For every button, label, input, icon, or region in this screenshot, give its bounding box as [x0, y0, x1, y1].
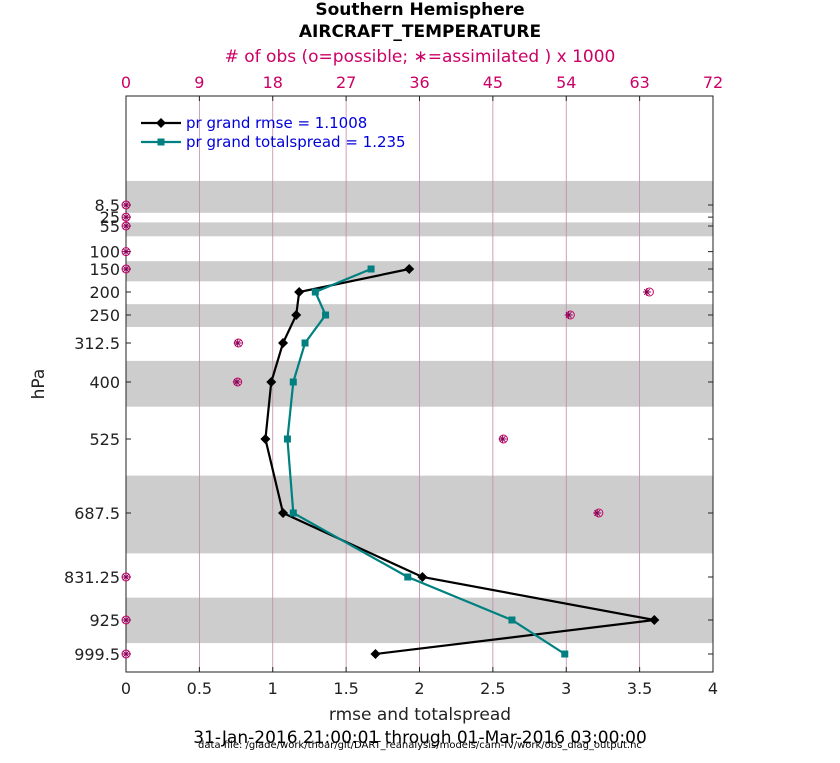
top-axis-ticks: 0 9 18 27 36 45 54 63 72 [121, 73, 723, 101]
x-tick-label: 2 [414, 679, 424, 698]
data-file-note: data file: /glade/work/thoar/git/DART_re… [198, 740, 642, 751]
series-point [404, 573, 412, 581]
y-tick-label: 150 [89, 260, 120, 279]
y-tick-label: 8.5 [95, 196, 120, 215]
y-tick-label: 999.5 [74, 645, 120, 664]
series-point [404, 264, 415, 274]
x-tick-label: 1 [268, 679, 278, 698]
vertical-gridlines [198, 96, 641, 672]
observation-count-markers [121, 200, 654, 659]
obs-assimilated-marker [122, 650, 130, 658]
series-point [649, 615, 660, 625]
y-tick-label: 925 [89, 611, 120, 630]
y-tick-label: 312.5 [74, 334, 120, 353]
y-tick-label: 831.25 [64, 568, 120, 587]
top-tick-label: 9 [194, 73, 204, 92]
series-point [289, 378, 297, 386]
obs-assimilated-marker [122, 201, 130, 209]
series-point [311, 288, 319, 296]
series-point [266, 377, 277, 387]
legend-marker [156, 118, 166, 128]
series-line [286, 267, 566, 655]
y-tick-label: 400 [89, 373, 120, 392]
series-lines [260, 264, 660, 659]
x-tick-label: 3 [561, 679, 571, 698]
y-tick-label: 100 [89, 243, 120, 262]
y-tick-label: 525 [89, 430, 120, 449]
series-point [370, 649, 381, 659]
series-point [561, 650, 569, 658]
top-tick-label: 72 [703, 73, 723, 92]
obs-assimilated-marker [122, 247, 130, 256]
legend-marker [157, 138, 165, 146]
obs-assimilated-marker [642, 288, 651, 296]
obs-assimilated-marker [122, 265, 130, 273]
x-tick-label: 2.5 [480, 679, 505, 698]
x-tick-label: 0 [121, 679, 131, 698]
obs-assimilated-marker [122, 222, 130, 230]
x-tick-label: 4 [708, 679, 718, 698]
series-point [260, 434, 271, 444]
series-line [264, 267, 655, 656]
series-point [508, 616, 516, 624]
y-tick-label: 250 [89, 306, 120, 325]
y-axis-label: hPa [29, 369, 49, 400]
obs-assimilated-marker [122, 213, 130, 222]
obs-assimilated-marker [122, 573, 130, 581]
obs-assimilated-marker [564, 311, 573, 319]
series-point [294, 287, 305, 297]
top-tick-label: 63 [629, 73, 649, 92]
series-point [283, 435, 291, 443]
top-tick-label: 45 [483, 73, 503, 92]
series-point [278, 508, 289, 518]
top-axis-label: # of obs (o=possible; ∗=assimilated ) x … [225, 47, 616, 67]
obs-assimilated-marker [232, 378, 241, 386]
series-point [322, 311, 330, 319]
series-point [301, 339, 309, 347]
obs-assimilated-marker [233, 339, 242, 347]
y-tick-label: 687.5 [74, 504, 120, 523]
x-tick-label: 0.5 [187, 679, 212, 698]
obs-assimilated-marker [498, 435, 507, 443]
x-tick-label: 1.5 [333, 679, 358, 698]
chart-subtitle: AIRCRAFT_TEMPERATURE [299, 22, 541, 42]
series-point [417, 572, 428, 582]
top-tick-label: 54 [556, 73, 576, 92]
top-tick-label: 0 [121, 73, 131, 92]
top-tick-label: 18 [263, 73, 283, 92]
x-axis-label: rmse and totalspread [329, 705, 511, 725]
legend-label: pr grand rmse = 1.1008 [186, 114, 367, 132]
y-tick-label: 25 [100, 208, 120, 227]
series-point [367, 265, 375, 273]
series-point [291, 310, 302, 320]
top-tick-label: 27 [336, 73, 356, 92]
obs-assimilated-marker [593, 509, 602, 517]
series-point [278, 338, 289, 348]
y-tick-label: 200 [89, 283, 120, 302]
series-point [289, 509, 297, 517]
top-tick-label: 36 [409, 73, 429, 92]
x-axis-ticks: 0 0.5 1 1.5 2 2.5 3 3.5 4 [121, 667, 718, 698]
legend-label: pr grand totalspread = 1.235 [186, 133, 406, 151]
obs-assimilated-marker [122, 616, 130, 624]
date-range-footer: 31-Jan-2016 21:00:01 through 01-Mar-2016… [193, 728, 647, 748]
chart-title: Southern Hemisphere [315, 0, 524, 20]
x-tick-label: 3.5 [627, 679, 652, 698]
y-tick-label: 55 [100, 217, 120, 236]
